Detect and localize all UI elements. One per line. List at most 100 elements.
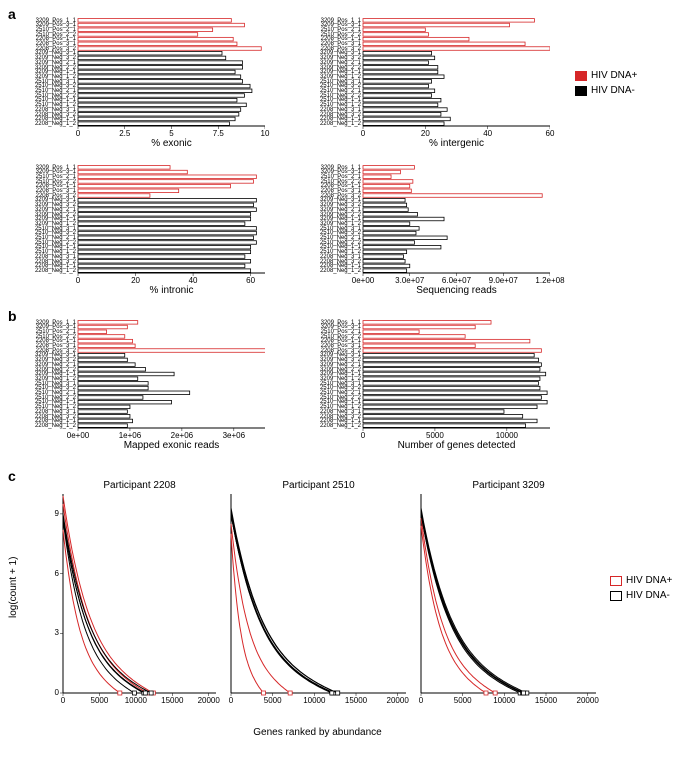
sample-label: 2208_Neg_1_2	[305, 268, 361, 274]
bar	[363, 269, 407, 273]
bar	[363, 255, 404, 259]
bar	[78, 217, 251, 221]
x-tick: 5000	[255, 696, 291, 705]
bar	[78, 122, 229, 126]
bar	[78, 61, 243, 65]
bar	[363, 47, 550, 51]
line-chart	[225, 480, 410, 715]
x-tick: 3.0e+07	[390, 276, 430, 285]
legend-label-pos-c: HIV DNA+	[626, 575, 672, 586]
bar	[78, 213, 251, 217]
x-tick: 3e+06	[214, 431, 254, 440]
x-tick: 5000	[415, 431, 455, 440]
sample-label: 2208_Neg_1_2	[20, 268, 76, 274]
bar	[363, 222, 410, 226]
x-tick: 6.0e+07	[437, 276, 477, 285]
x-tick: 0	[58, 276, 98, 285]
bar	[363, 113, 441, 117]
sample-label: 2208_Neg_1_2	[20, 423, 76, 429]
bar	[78, 231, 256, 235]
panel-label-c: c	[8, 468, 16, 484]
bar	[363, 175, 391, 179]
x-tick: 20	[405, 129, 445, 138]
curve	[231, 510, 338, 693]
bar	[78, 410, 127, 414]
bar	[78, 184, 230, 188]
bar	[78, 363, 135, 367]
bar	[363, 28, 425, 32]
bar	[363, 108, 447, 112]
bar	[363, 217, 444, 221]
bar	[78, 19, 231, 23]
subpanel-title: Participant 2208	[63, 480, 216, 491]
bar	[363, 391, 547, 395]
bar	[363, 184, 410, 188]
x-tick: 0e+00	[58, 431, 98, 440]
x-tick: 15000	[154, 696, 190, 705]
sample-label: 2208_Neg_1_2	[305, 423, 361, 429]
bar	[78, 208, 256, 212]
x-tick: 15000	[528, 696, 564, 705]
bar	[78, 180, 253, 184]
bar	[363, 349, 541, 353]
x-tick: 20	[116, 276, 156, 285]
bar	[363, 42, 525, 46]
legend-item-neg-c: HIV DNA-	[610, 590, 672, 601]
bar	[363, 368, 540, 372]
bar	[78, 33, 198, 37]
bar	[78, 264, 245, 268]
bar	[363, 37, 469, 41]
x-tick: 0	[45, 696, 81, 705]
bar	[78, 250, 251, 254]
bar	[363, 180, 413, 184]
x-tick: 10000	[486, 696, 522, 705]
bar	[78, 344, 135, 348]
x-tick: 0	[58, 129, 98, 138]
curve	[63, 520, 134, 693]
curve	[231, 512, 334, 693]
bar	[78, 94, 244, 98]
bar	[363, 363, 541, 367]
bar	[78, 98, 237, 102]
bar	[78, 56, 226, 60]
c-y-label: log(count + 1)	[8, 556, 19, 617]
sample-label: 2208_Neg_1_2	[20, 121, 76, 127]
bar	[78, 84, 250, 88]
y-tick: 3	[35, 628, 59, 637]
bar	[78, 372, 174, 376]
x-tick: 10	[245, 129, 285, 138]
sample-label: 2208_Neg_1_2	[305, 121, 361, 127]
bar	[363, 33, 428, 37]
chart-title: % exonic	[78, 138, 265, 149]
x-tick: 0e+00	[343, 276, 383, 285]
bar	[78, 391, 190, 395]
bar	[363, 377, 540, 381]
bar	[78, 382, 148, 386]
bar	[363, 250, 407, 254]
bar	[78, 405, 130, 409]
bar	[78, 396, 143, 400]
bar	[78, 28, 213, 32]
bar	[363, 61, 428, 65]
bar	[363, 194, 542, 198]
bar	[78, 166, 170, 170]
bar	[78, 236, 253, 240]
bar	[363, 419, 537, 423]
bar	[78, 358, 127, 362]
legend-ab: HIV DNA+HIV DNA-	[575, 70, 637, 100]
x-tick: 2e+06	[162, 431, 202, 440]
bar	[78, 377, 138, 381]
chart-title: Number of genes detected	[363, 440, 550, 451]
x-tick: 15000	[338, 696, 374, 705]
x-tick: 1e+06	[110, 431, 150, 440]
bar	[363, 396, 541, 400]
bar	[78, 269, 251, 273]
bar	[363, 382, 538, 386]
bar	[363, 260, 405, 264]
x-tick: 40	[468, 129, 508, 138]
subpanel-title: Participant 3209	[421, 480, 596, 491]
bar	[78, 424, 127, 428]
legend-item-pos: HIV DNA+	[575, 70, 637, 81]
curve	[231, 514, 334, 693]
bar	[363, 358, 538, 362]
